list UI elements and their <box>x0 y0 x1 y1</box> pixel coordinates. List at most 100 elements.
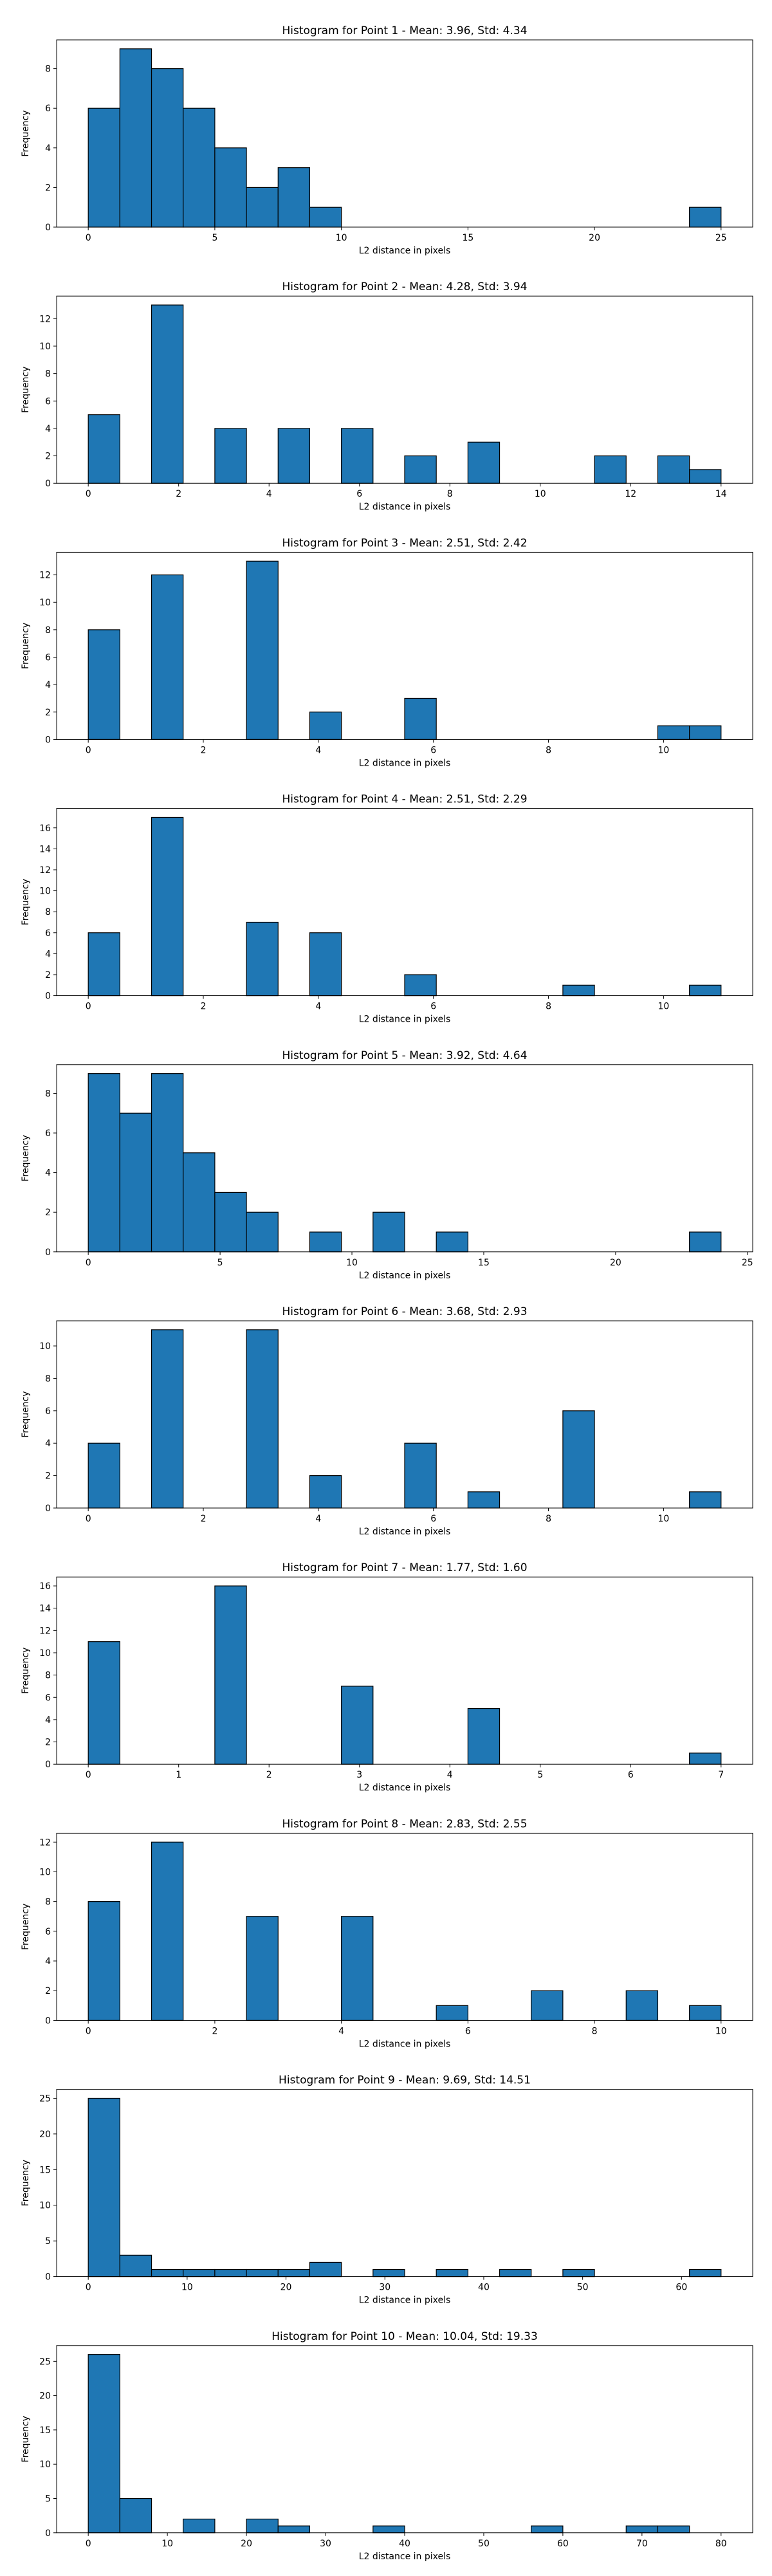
y-tick-label: 6 <box>45 1128 51 1139</box>
x-axis-label: L2 distance in pixels <box>359 2039 451 2049</box>
y-tick-label: 0 <box>45 1504 51 1514</box>
y-tick-label: 10 <box>39 887 51 897</box>
y-tick-label: 2 <box>45 708 51 718</box>
y-axis-label: Frequency <box>21 1135 31 1181</box>
y-tick-label: 4 <box>45 143 51 154</box>
histogram-bar <box>119 2498 152 2534</box>
x-tick-label: 4 <box>266 489 272 499</box>
y-tick-label: 4 <box>45 949 51 959</box>
histogram-bar <box>183 107 216 228</box>
histogram-bar <box>657 725 690 740</box>
x-tick-label: 3 <box>356 1770 362 1780</box>
x-axis-label: L2 distance in pixels <box>359 502 451 512</box>
histogram-bar <box>689 1231 722 1253</box>
plot-frame <box>56 1832 753 2021</box>
y-tick-label: 8 <box>45 64 51 75</box>
x-tick-label: 8 <box>546 1514 551 1524</box>
plot-frame <box>56 551 753 740</box>
histogram-1: Histogram for Point 1 - Mean: 3.96, Std:… <box>21 24 753 256</box>
y-tick-label: 2 <box>45 183 51 193</box>
histogram-bar <box>689 207 722 228</box>
histogram-bar <box>87 932 120 997</box>
x-tick-label: 2 <box>176 489 181 499</box>
x-tick-label: 15 <box>462 233 473 243</box>
x-tick-label: 30 <box>379 2283 391 2293</box>
histogram-bar <box>657 455 690 484</box>
histogram-bar <box>246 560 279 740</box>
y-tick-label: 8 <box>45 1897 51 1908</box>
histogram-bar <box>562 1410 595 1509</box>
x-tick-label: 8 <box>592 2026 598 2036</box>
x-tick-label: 8 <box>546 1002 551 1012</box>
y-tick-label: 10 <box>39 2201 51 2211</box>
y-tick-label: 8 <box>45 1089 51 1099</box>
y-tick-label: 10 <box>39 1648 51 1659</box>
chart-title: Histogram for Point 7 - Mean: 1.77, Std:… <box>282 1561 527 1574</box>
x-tick-label: 10 <box>535 489 546 499</box>
histogram-bar <box>625 2525 659 2534</box>
chart-title: Histogram for Point 1 - Mean: 3.96, Std:… <box>282 24 527 37</box>
plot-frame <box>56 808 753 997</box>
histogram-bar <box>183 1152 216 1253</box>
histogram-bar <box>404 1442 437 1509</box>
x-tick-label: 6 <box>430 1002 436 1012</box>
histogram-bar <box>87 1901 120 2021</box>
histogram-bar <box>183 2268 216 2277</box>
histogram-bar <box>531 2525 564 2534</box>
y-axis-label: Frequency <box>21 623 31 669</box>
histogram-bar <box>151 1841 184 2021</box>
histogram-bar <box>436 2268 468 2277</box>
y-tick-label: 0 <box>45 223 51 233</box>
histogram-bar <box>119 2254 152 2277</box>
histogram-bar <box>341 1916 374 2021</box>
histogram-bar <box>341 428 374 484</box>
chart-title: Histogram for Point 9 - Mean: 9.69, Std:… <box>279 2074 531 2087</box>
y-tick-label: 8 <box>45 369 51 380</box>
y-tick-label: 15 <box>39 2165 51 2175</box>
x-tick-label: 0 <box>86 1514 91 1524</box>
plot-frame <box>56 1064 753 1253</box>
x-tick-label: 10 <box>336 233 347 243</box>
histogram-3: Histogram for Point 3 - Mean: 2.51, Std:… <box>21 537 753 768</box>
x-tick-label: 2 <box>212 2026 217 2036</box>
x-tick-label: 6 <box>430 745 436 755</box>
y-tick-label: 12 <box>39 314 51 324</box>
histogram-bar <box>277 167 311 228</box>
x-tick-label: 20 <box>589 233 600 243</box>
y-tick-label: 6 <box>45 1693 51 1703</box>
histogram-bar <box>183 2518 216 2534</box>
chart-title: Histogram for Point 6 - Mean: 3.68, Std:… <box>282 1305 527 1318</box>
histogram-bar <box>689 2005 722 2021</box>
x-tick-label: 10 <box>346 1258 358 1268</box>
histogram-bar <box>87 1641 120 1765</box>
y-tick-label: 0 <box>45 2528 51 2539</box>
histogram-bar <box>214 428 247 484</box>
histogram-bar <box>499 2268 532 2277</box>
histogram-bar <box>119 48 152 228</box>
y-tick-label: 4 <box>45 424 51 434</box>
histogram-bar <box>87 2097 120 2277</box>
histogram-bar <box>436 2005 468 2021</box>
x-tick-label: 0 <box>86 233 91 243</box>
histogram-bar <box>436 1231 468 1253</box>
x-axis-label: L2 distance in pixels <box>359 1527 451 1537</box>
x-tick-label: 40 <box>399 2539 410 2549</box>
chart-title: Histogram for Point 5 - Mean: 3.92, Std:… <box>282 1049 527 1062</box>
histogram-bar <box>151 304 184 484</box>
x-axis-label: L2 distance in pixels <box>359 1015 451 1025</box>
bars <box>87 816 722 997</box>
y-tick-label: 0 <box>45 2016 51 2026</box>
x-tick-label: 80 <box>715 2539 727 2549</box>
histogram-bar <box>119 1112 152 1253</box>
x-tick-label: 0 <box>86 1258 91 1268</box>
y-tick-label: 4 <box>45 1956 51 1967</box>
x-tick-label: 5 <box>217 1258 223 1268</box>
histogram-7: Histogram for Point 7 - Mean: 1.77, Std:… <box>21 1561 753 1793</box>
histogram-bar <box>277 2525 311 2534</box>
histogram-bar <box>309 1475 342 1509</box>
bars <box>87 48 722 228</box>
histogram-bar <box>657 2525 690 2534</box>
x-tick-label: 5 <box>212 233 217 243</box>
histogram-bar <box>246 1916 279 2021</box>
